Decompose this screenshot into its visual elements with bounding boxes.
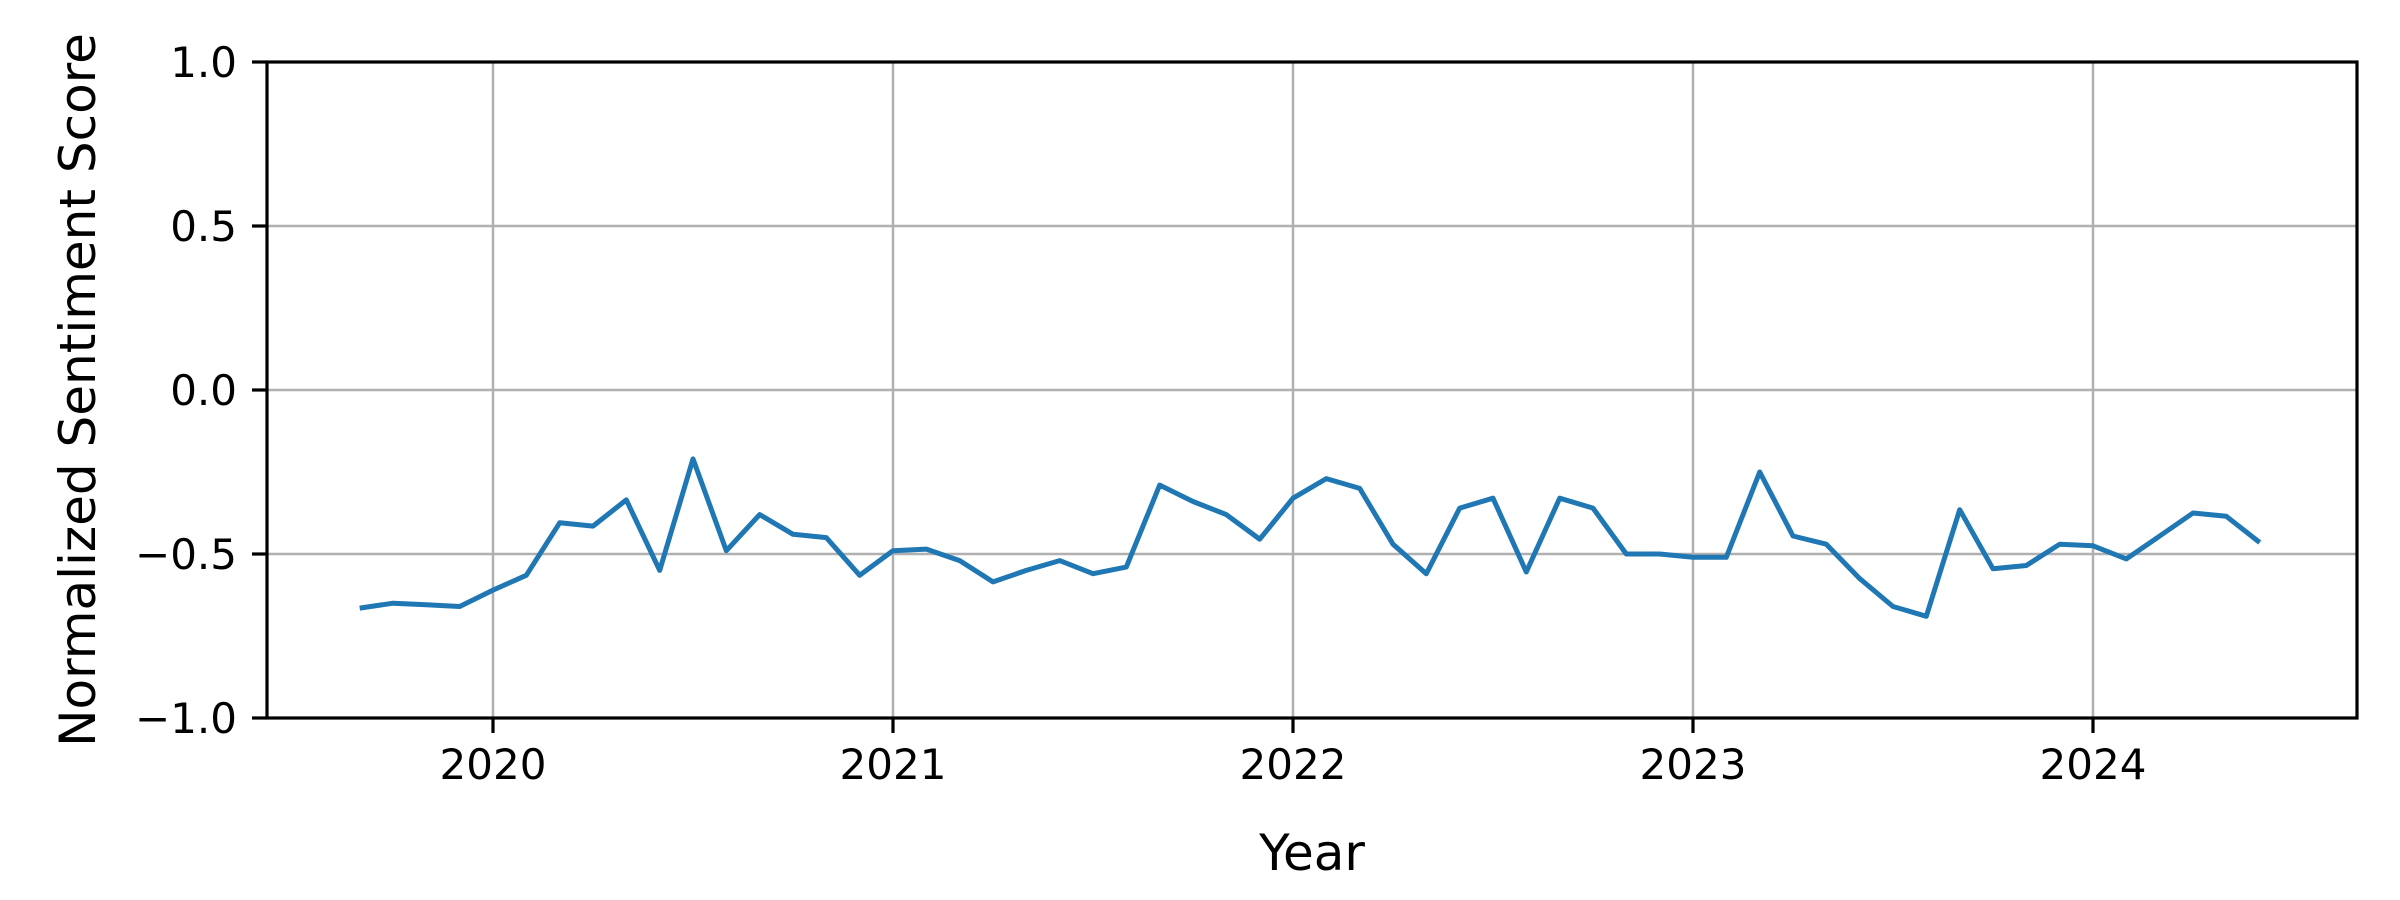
grid-layer: [267, 60, 2357, 720]
ticklabel-layer: 2020 2021 2022 2023 2024 1.0 0.5 0.0 −0.5 −1.0: [135, 38, 2146, 789]
y-tick-label: 0.5: [170, 202, 237, 251]
data-line: [359, 456, 2262, 619]
x-axis-label: Year: [1258, 824, 1365, 882]
y-tick-label: −1.0: [135, 694, 237, 743]
x-tick-label: 2023: [1640, 740, 1747, 789]
y-tick-label: 1.0: [170, 38, 237, 87]
tickmark-layer: [252, 60, 2095, 733]
x-tick-label: 2022: [1240, 740, 1347, 789]
x-tick-label: 2024: [2040, 740, 2147, 789]
x-tick-label: 2021: [840, 740, 947, 789]
y-tick-label: 0.0: [170, 366, 237, 415]
plot-area: [265, 60, 2359, 720]
y-tick-label: −0.5: [135, 530, 237, 579]
y-axis-label: Normalized Sentiment Score: [49, 33, 107, 747]
x-tick-label: 2020: [440, 740, 547, 789]
